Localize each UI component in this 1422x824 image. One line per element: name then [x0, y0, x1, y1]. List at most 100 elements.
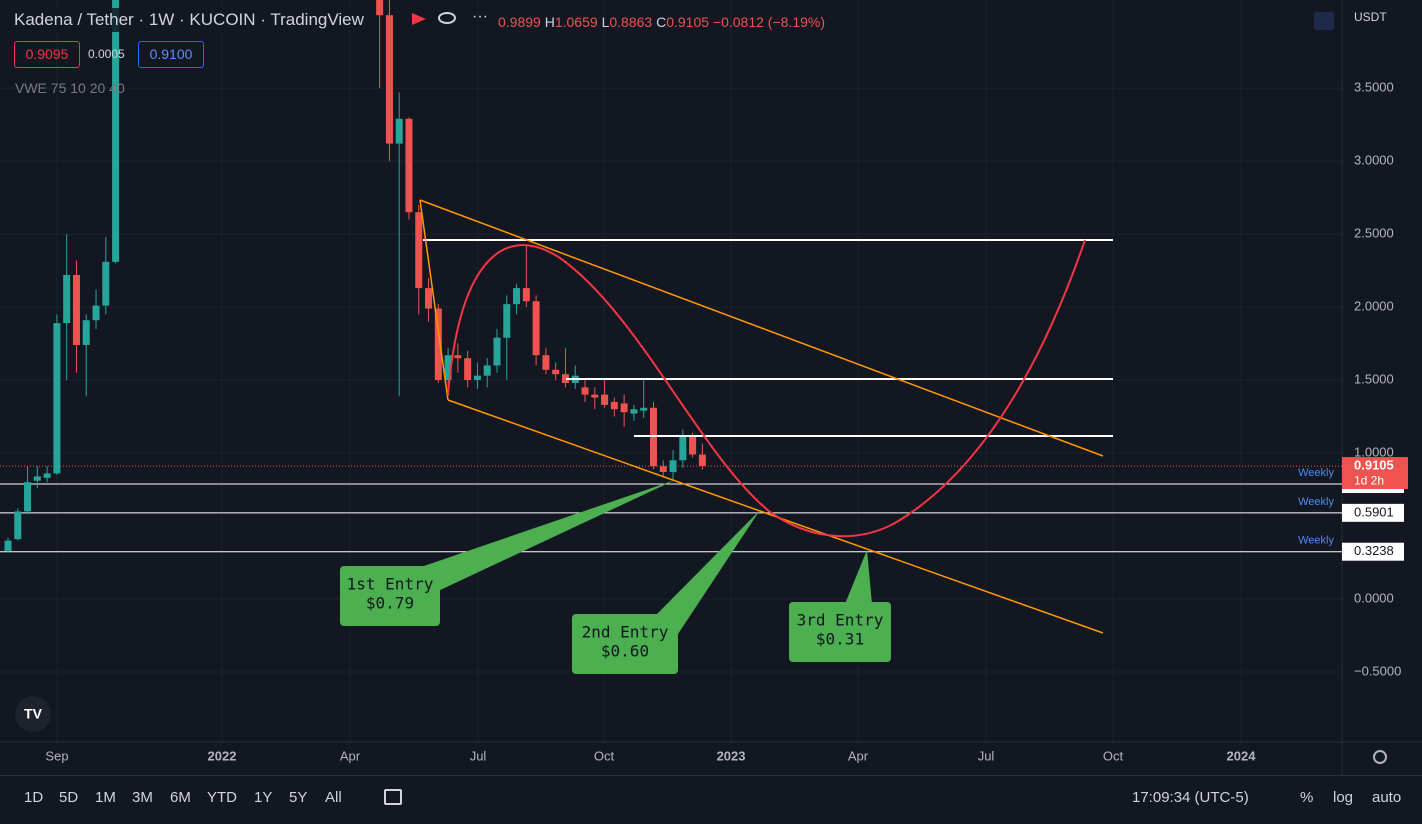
axes: −0.5000 0.0000 1.0000 1.5000 2.0000 2.5000 3.0…: [45, 80, 1408, 763]
candle-body: [14, 511, 22, 540]
range-button[interactable]: YTD: [207, 789, 237, 806]
x-tick-label: 2022: [208, 748, 237, 763]
candle-body: [698, 454, 706, 467]
date-range-icon[interactable]: [384, 789, 402, 805]
high-value: 1.0659: [554, 14, 598, 30]
x-tick-label: Oct: [594, 748, 615, 763]
y-tick-label: 1.5000: [1354, 371, 1394, 386]
candle-body: [542, 355, 550, 370]
label: C: [656, 14, 667, 30]
candle-body: [669, 460, 677, 472]
toolbar: 17:09:34 (UTC-5) % log auto 1D 5D 1M 3M 6M YT…: [0, 775, 1422, 824]
candle-body: [640, 407, 648, 411]
candle-body: [53, 323, 61, 474]
range-button[interactable]: 1M: [95, 789, 116, 806]
last-price-box: [1342, 457, 1408, 490]
candle-body: [415, 212, 423, 289]
arc: [447, 239, 1086, 538]
range-button[interactable]: 6M: [170, 789, 191, 806]
candle-body: [425, 288, 433, 309]
currency[interactable]: USDT: [1354, 10, 1387, 24]
candle-body: [63, 274, 71, 324]
indicator: VWE 75 10 20 40: [15, 80, 125, 96]
y-tick-label: 3.0000: [1354, 153, 1394, 168]
x-tick-label: 2024: [1227, 748, 1257, 763]
level-name: Weekly: [1298, 535, 1334, 547]
level-name: Weekly: [1298, 467, 1334, 479]
level-box: [1342, 503, 1404, 522]
range-button[interactable]: 1Y: [254, 789, 273, 806]
callout-title: 1st Entry: [347, 575, 434, 594]
chart: 1st Entry $0.79 2nd Entry $0.60 3rd Entr…: [0, 0, 1422, 775]
range-button[interactable]: All: [325, 789, 342, 806]
ask[interactable]: 0.9100: [138, 41, 204, 68]
range-button[interactable]: 5D: [59, 789, 79, 806]
more-icon[interactable]: ···: [472, 8, 488, 25]
grid: [0, 0, 1342, 742]
candle-body: [601, 394, 609, 405]
candle-body: [82, 320, 90, 346]
candle-body: [522, 288, 530, 302]
logo-mark: TV: [24, 706, 43, 722]
bid[interactable]: 0.9095: [14, 41, 80, 68]
x-tick-label: Sep: [45, 748, 68, 763]
eye-icon[interactable]: [438, 12, 456, 24]
open-value: 0.9899: [498, 14, 541, 30]
spread: 0.0005: [88, 47, 125, 61]
candle-body: [33, 476, 41, 481]
candle-body: [483, 365, 491, 376]
candle-body: [503, 304, 511, 338]
candle-body: [112, 0, 120, 262]
candle-body: [102, 261, 110, 306]
candle-body: [493, 337, 501, 366]
candle-body: [444, 355, 452, 381]
settings-icon[interactable]: [1373, 750, 1387, 764]
ohlc-legend: 0.9899 H1.0659 L0.8863 C0.9105 −0.0812 (…: [498, 14, 825, 30]
symbol-title: Kadena / Tether · 1W · KUCOIN · TradingV…: [8, 8, 370, 32]
candle-body: [464, 358, 472, 381]
candle-body: [561, 374, 569, 383]
candle-body: [72, 274, 80, 346]
x-tick-label: Jul: [470, 748, 487, 763]
candle-body: [376, 0, 384, 16]
candle-body: [405, 118, 413, 213]
candle-body: [610, 401, 618, 410]
callout-pointer: [655, 510, 760, 634]
percent-toggle[interactable]: %: [1300, 789, 1314, 806]
level-label: 0.3238: [1354, 543, 1394, 558]
callout-title: 2nd Entry: [582, 623, 669, 642]
range-button[interactable]: 5Y: [289, 789, 308, 806]
range-button[interactable]: 1D: [24, 789, 44, 806]
log-toggle[interactable]: log: [1333, 789, 1354, 806]
candle-body: [4, 540, 12, 551]
level-box: [1342, 542, 1404, 561]
y-tick-label: 2.5000: [1354, 226, 1394, 241]
candle-body: [473, 375, 481, 381]
callout-price: $0.31: [816, 630, 864, 649]
auto-toggle[interactable]: auto: [1372, 789, 1402, 806]
candle-body: [434, 308, 442, 381]
callout-pointer: [418, 480, 675, 592]
candle-body: [92, 305, 100, 321]
change: −0.0812 (−8.19%): [712, 14, 826, 30]
candle-body: [552, 369, 560, 375]
level-label: 0.5901: [1354, 504, 1394, 519]
candle-body: [532, 301, 540, 356]
range-button[interactable]: 3M: [132, 789, 153, 806]
y-tick-label: 3.5000: [1354, 80, 1394, 95]
last-price-label: 0.9105: [1354, 458, 1394, 473]
candle-body: [513, 288, 521, 305]
callout-box: [340, 566, 440, 626]
levels: [0, 465, 1342, 553]
y-tick-label: −0.5000: [1354, 663, 1401, 678]
x-tick-label: Jul: [978, 748, 995, 763]
candle-body: [395, 118, 403, 144]
candle-body: [24, 482, 32, 512]
candle-body: [679, 435, 687, 461]
button[interactable]: [1314, 12, 1334, 30]
candle-body: [689, 435, 697, 455]
drawings: [419, 199, 1113, 634]
y-tick-label: 1.0000: [1354, 444, 1394, 459]
label: H: [544, 14, 555, 30]
callout-pointer: [845, 550, 872, 604]
